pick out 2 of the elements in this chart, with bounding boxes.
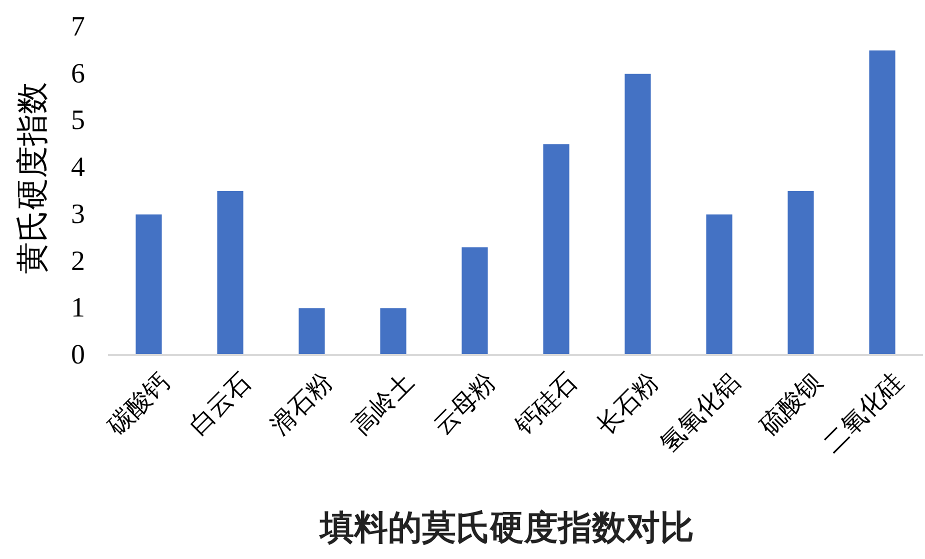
- ylabel: 黄氏硬度指数: [14, 82, 50, 274]
- title: 填料的莫氏硬度指数对比: [320, 509, 694, 547]
